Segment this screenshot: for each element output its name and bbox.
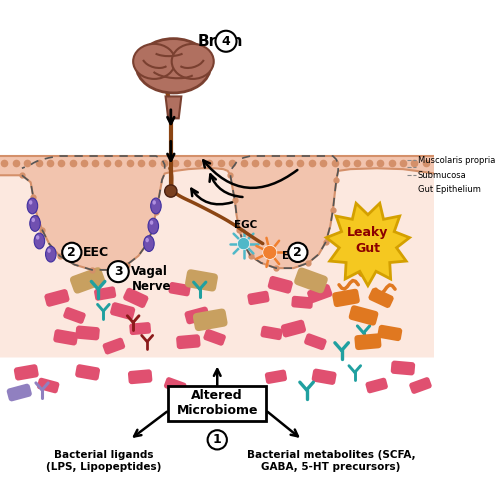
FancyBboxPatch shape (75, 326, 100, 340)
FancyBboxPatch shape (369, 288, 394, 308)
Polygon shape (326, 204, 410, 286)
FancyBboxPatch shape (185, 270, 218, 291)
FancyBboxPatch shape (168, 386, 266, 420)
Text: Altered
Microbiome: Altered Microbiome (177, 389, 258, 417)
FancyBboxPatch shape (128, 370, 152, 384)
FancyBboxPatch shape (37, 378, 60, 394)
Ellipse shape (34, 233, 45, 249)
Text: Bacterial metabolites (SCFA,
GABA, 5-HT precursors): Bacterial metabolites (SCFA, GABA, 5-HT … (247, 450, 416, 472)
Ellipse shape (150, 220, 153, 225)
FancyBboxPatch shape (311, 368, 337, 385)
FancyBboxPatch shape (6, 384, 32, 402)
Ellipse shape (47, 248, 51, 253)
Polygon shape (0, 156, 434, 270)
FancyBboxPatch shape (129, 322, 151, 335)
Circle shape (108, 261, 129, 282)
FancyBboxPatch shape (260, 326, 283, 340)
Text: 3: 3 (114, 265, 123, 278)
FancyBboxPatch shape (103, 338, 125, 354)
Ellipse shape (36, 236, 39, 240)
Ellipse shape (152, 200, 156, 204)
Circle shape (288, 242, 308, 262)
FancyBboxPatch shape (248, 290, 269, 305)
FancyBboxPatch shape (366, 378, 388, 394)
FancyBboxPatch shape (294, 268, 328, 293)
Ellipse shape (151, 198, 161, 214)
FancyBboxPatch shape (53, 329, 78, 345)
FancyBboxPatch shape (94, 286, 116, 300)
Ellipse shape (30, 216, 40, 232)
FancyBboxPatch shape (349, 306, 378, 326)
Text: Vagal
Nerve: Vagal Nerve (131, 264, 171, 292)
FancyBboxPatch shape (355, 334, 381, 350)
Circle shape (208, 430, 227, 450)
Text: EEC: EEC (83, 246, 109, 259)
Ellipse shape (27, 198, 38, 214)
FancyBboxPatch shape (268, 276, 293, 293)
FancyBboxPatch shape (63, 307, 86, 324)
Polygon shape (166, 96, 182, 118)
FancyBboxPatch shape (75, 364, 100, 380)
FancyBboxPatch shape (110, 302, 135, 320)
Ellipse shape (29, 200, 32, 204)
FancyBboxPatch shape (164, 377, 186, 394)
Text: Muscolaris propria
Submucosa
Gut Epithelium: Muscolaris propria Submucosa Gut Epithel… (418, 156, 495, 194)
FancyBboxPatch shape (265, 370, 287, 384)
Ellipse shape (136, 38, 211, 93)
FancyBboxPatch shape (281, 320, 306, 338)
FancyBboxPatch shape (169, 282, 190, 296)
Text: EGC: EGC (234, 220, 257, 230)
Circle shape (238, 238, 249, 250)
FancyBboxPatch shape (70, 267, 105, 293)
FancyBboxPatch shape (332, 289, 360, 307)
FancyBboxPatch shape (123, 288, 148, 308)
Ellipse shape (172, 44, 214, 79)
FancyBboxPatch shape (44, 289, 69, 307)
Text: Leaky
Gut: Leaky Gut (347, 226, 388, 256)
Ellipse shape (46, 246, 56, 262)
Ellipse shape (32, 218, 35, 222)
FancyBboxPatch shape (193, 308, 228, 331)
Ellipse shape (144, 236, 154, 252)
Text: 2: 2 (294, 246, 302, 259)
Circle shape (62, 242, 81, 262)
Text: 4: 4 (222, 35, 230, 48)
FancyBboxPatch shape (304, 334, 327, 350)
FancyBboxPatch shape (409, 377, 432, 394)
FancyBboxPatch shape (391, 360, 415, 376)
Text: 1: 1 (213, 434, 222, 446)
Text: Bacterial ligands
(LPS, Lipopeptides): Bacterial ligands (LPS, Lipopeptides) (46, 450, 161, 472)
Ellipse shape (145, 238, 149, 242)
Ellipse shape (148, 218, 159, 234)
Text: Brain: Brain (198, 34, 244, 49)
Ellipse shape (133, 44, 175, 79)
FancyBboxPatch shape (203, 329, 226, 346)
FancyBboxPatch shape (307, 284, 332, 303)
FancyBboxPatch shape (377, 325, 402, 341)
Circle shape (215, 30, 237, 52)
FancyBboxPatch shape (291, 296, 313, 309)
FancyBboxPatch shape (176, 334, 200, 349)
Polygon shape (0, 168, 434, 358)
Text: ENS: ENS (282, 251, 306, 261)
FancyBboxPatch shape (185, 306, 210, 324)
FancyBboxPatch shape (14, 364, 39, 380)
Circle shape (165, 185, 177, 197)
Circle shape (263, 246, 277, 260)
Text: 2: 2 (67, 246, 76, 259)
